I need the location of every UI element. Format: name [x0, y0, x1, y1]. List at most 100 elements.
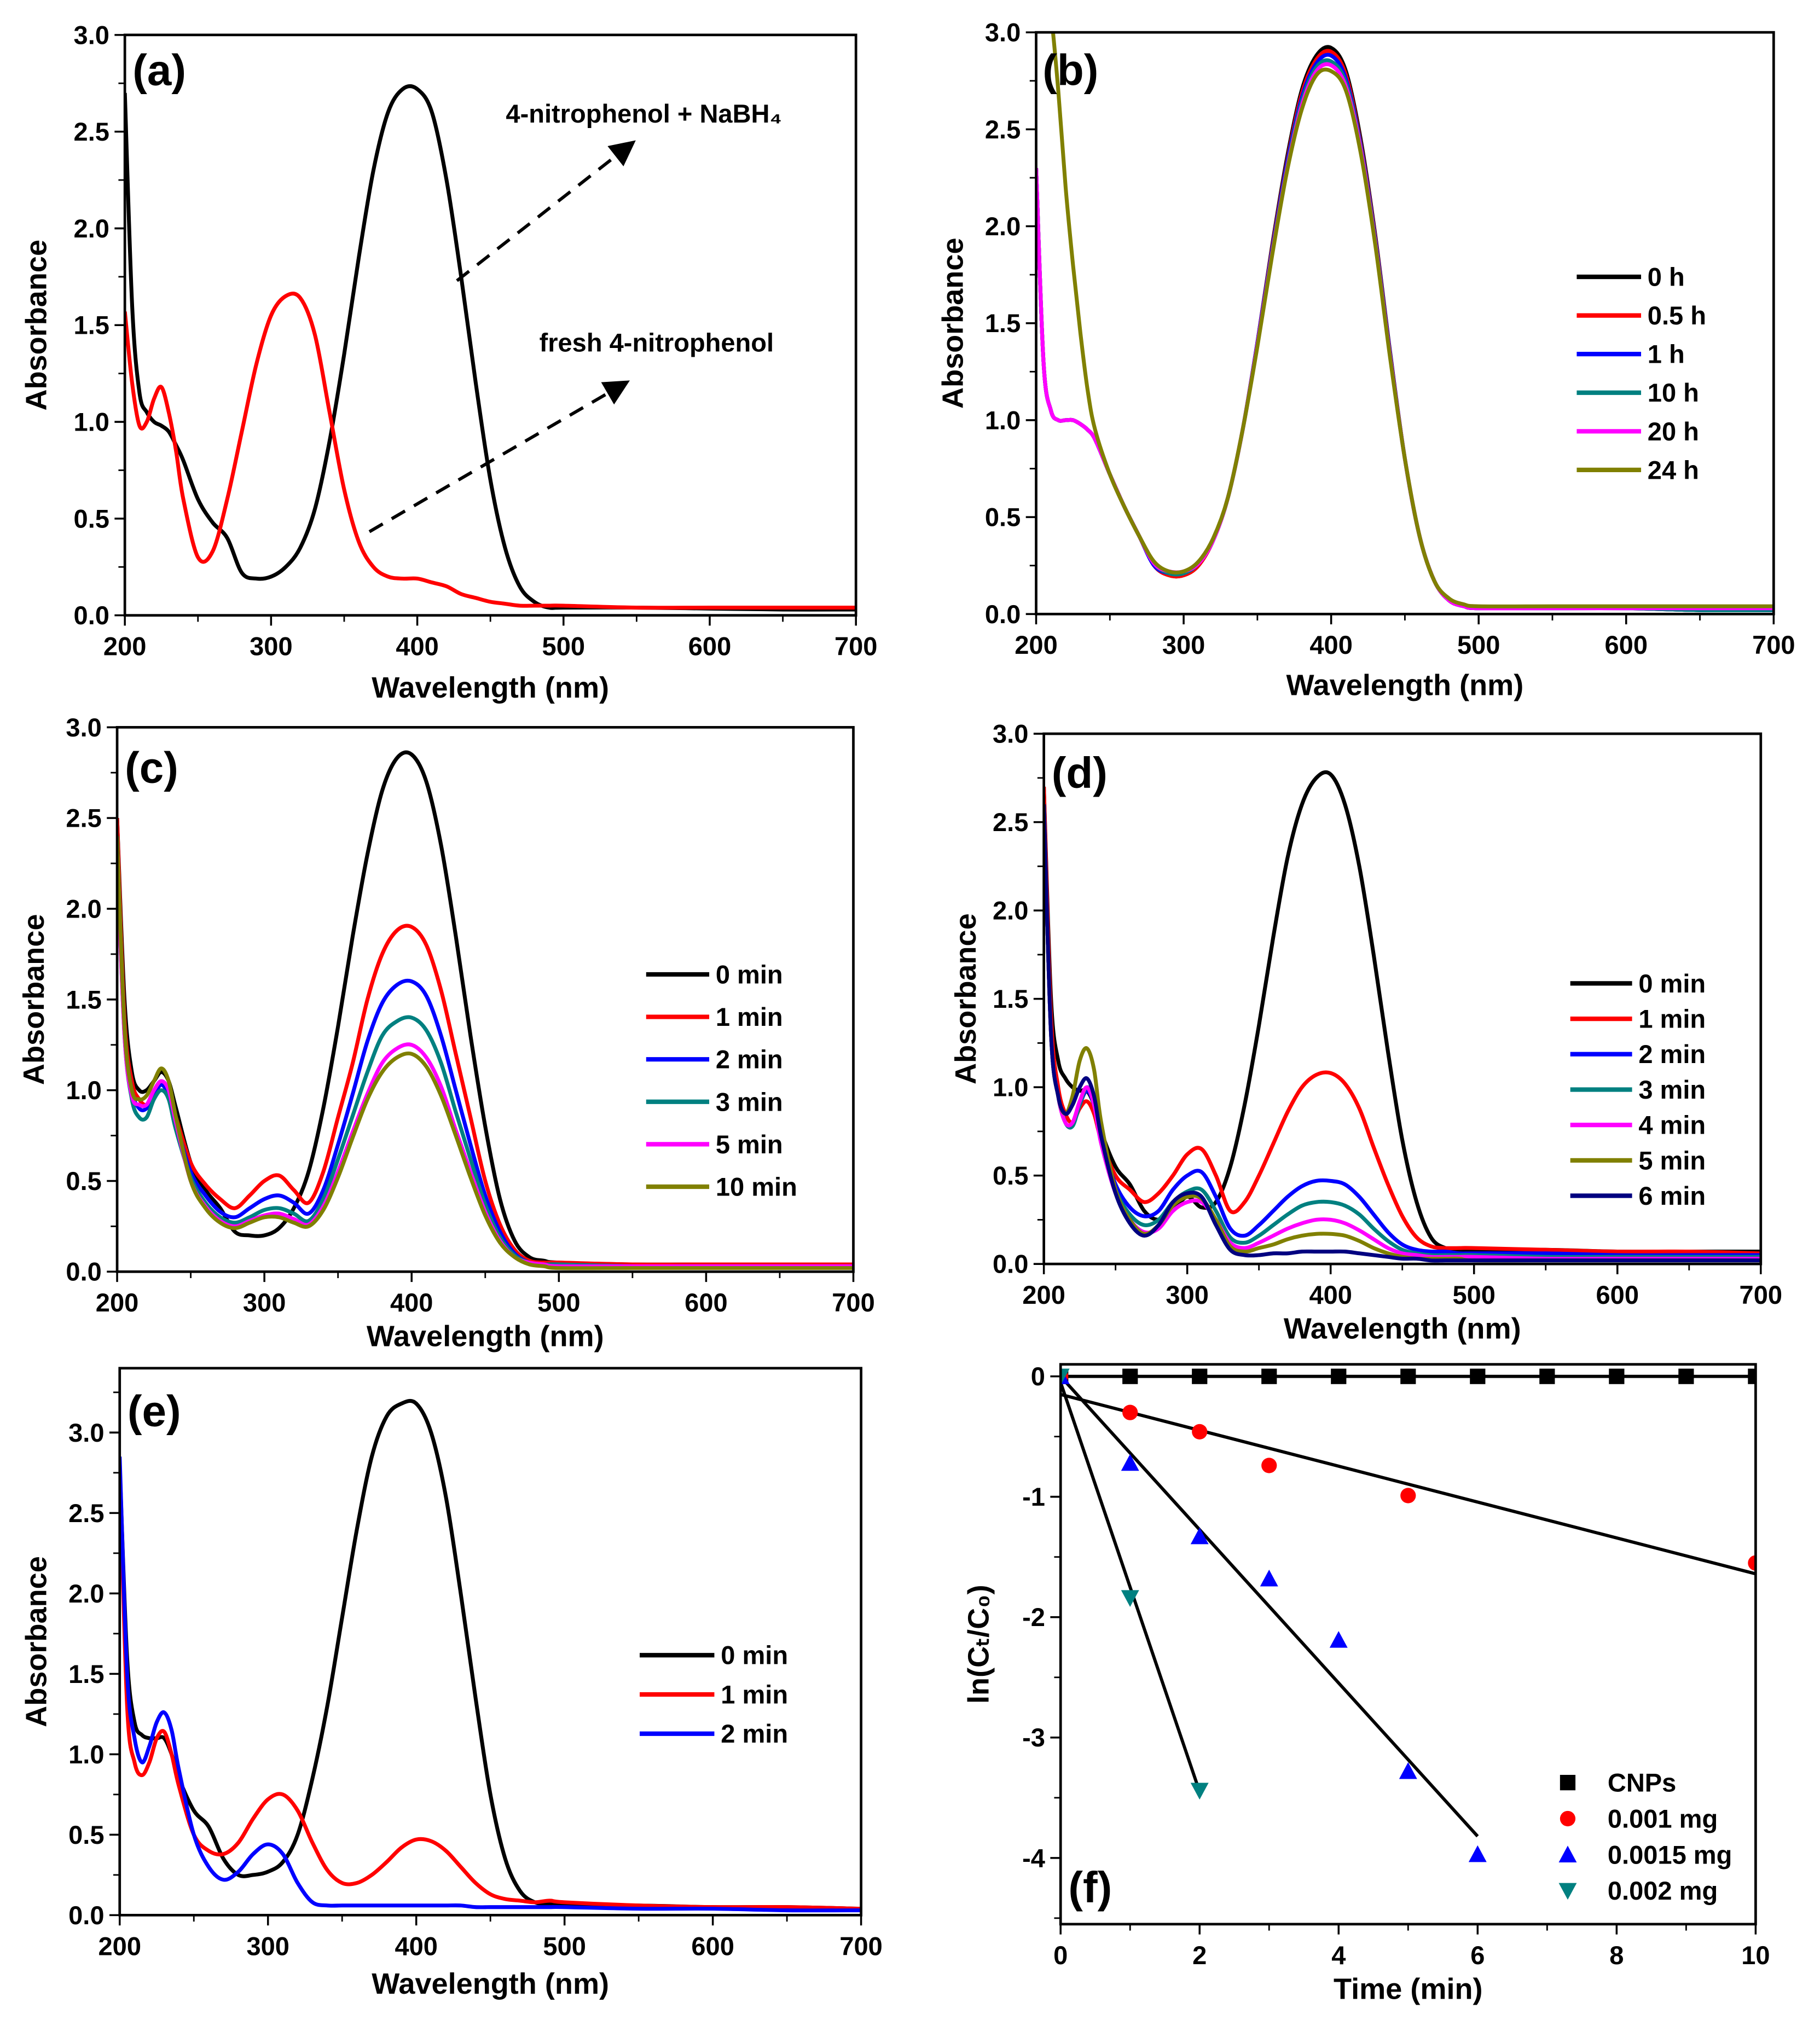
y-tick-label: 0.0 — [66, 1257, 101, 1286]
data-point-CNPs — [1122, 1368, 1138, 1384]
y-tick-label: 1.5 — [66, 985, 101, 1014]
fit-line-0-002-mg — [1060, 1381, 1202, 1792]
legend-label: 5 min — [1638, 1146, 1706, 1175]
panel-label: (f) — [1068, 1863, 1112, 1912]
legend-label: 0 min — [716, 960, 783, 989]
y-tick-label: 2.5 — [68, 1499, 104, 1528]
data-point-0-0015-mg — [1260, 1569, 1278, 1587]
x-tick-label: 200 — [98, 1931, 141, 1960]
data-point-CNPs — [1748, 1368, 1756, 1384]
legend: 0 min 1 min 2 min 3 min 4 min 5 min 6 min — [1570, 969, 1706, 1210]
y-tick-label: 2.5 — [66, 804, 101, 833]
legend-label: 0.002 mg — [1608, 1876, 1718, 1905]
legend-label: 10 h — [1648, 378, 1699, 407]
y-tick-label: 1.0 — [985, 405, 1021, 434]
data-point-0-0015-mg — [1121, 1454, 1139, 1471]
dashed-arrow-lower — [368, 380, 630, 533]
y-tick-label: -2 — [1022, 1603, 1045, 1632]
panel-label: (d) — [1052, 748, 1108, 797]
x-tick-label: 0 — [1053, 1941, 1068, 1970]
y-tick-label: 1.5 — [993, 984, 1028, 1013]
data-point-0-0015-mg — [1190, 1527, 1209, 1545]
panel-f: 0 2 4 6 8 10 0 -1 -2 -3 -4 Time (min) ln(Cₜ/C₀) (f) CN… — [962, 1362, 1770, 2005]
data-point-0-002-mg — [1060, 1368, 1070, 1386]
series-line-4-nitrophenol-NaBH4 — [125, 84, 856, 612]
data-point-CNPs — [1609, 1368, 1625, 1384]
y-tick-label: 2.0 — [74, 214, 109, 243]
panel-b: 200 300 400 500 600 700 0.0 0.5 1.0 1.5 2.0 2.5 3.0 W… — [936, 18, 1795, 702]
legend-label: CNPs — [1608, 1768, 1676, 1797]
dashed-arrow-upper — [456, 140, 636, 282]
x-axis-title: Wavelength (nm) — [372, 1967, 609, 2000]
annotation-fresh: fresh 4-nitrophenol — [540, 328, 774, 357]
data-point-0-001-mg — [1261, 1458, 1277, 1473]
panel-label: (b) — [1042, 46, 1098, 95]
data-point-0-001-mg — [1122, 1404, 1138, 1420]
y-tick-label: 1.0 — [74, 408, 109, 437]
legend-label: 24 h — [1648, 455, 1699, 484]
y-tick-label: 3.0 — [74, 20, 109, 49]
legend-label: 0 min — [721, 1641, 788, 1670]
y-axis-title: ln(Cₜ/C₀) — [962, 1584, 995, 1704]
y-tick-label: 3.0 — [993, 719, 1028, 748]
plot-frame — [1035, 31, 1775, 616]
panel-e: 200 300 400 500 600 700 0.0 0.5 1.0 1.5 2.0 2.5 3.0 W… — [20, 1367, 883, 2000]
series-line-24-h — [1051, 32, 1774, 608]
fit-line-0-0015-mg — [1060, 1375, 1479, 1838]
x-tick-label: 400 — [395, 1931, 437, 1960]
y-axis-title: Absorbance — [949, 913, 982, 1084]
y-tick-label: -3 — [1022, 1723, 1045, 1752]
plot-frame — [1042, 732, 1763, 1265]
x-tick-label: 500 — [543, 1931, 586, 1960]
panel-label: (e) — [127, 1387, 181, 1436]
legend: 0 h 0.5 h 1 h 10 h 20 h 24 h — [1576, 263, 1706, 484]
series-line-6-min — [1044, 804, 1761, 1263]
y-tick-label: 1.0 — [68, 1740, 104, 1769]
x-tick-label: 400 — [390, 1288, 433, 1317]
y-tick-label: 1.5 — [74, 311, 109, 340]
legend-label: 20 h — [1648, 417, 1699, 446]
y-tick-label: 2.0 — [66, 894, 101, 923]
x-tick-label: 600 — [1605, 630, 1648, 659]
legend-label: 0 min — [1638, 969, 1706, 998]
y-axis-title: Absorbance — [936, 237, 969, 409]
x-tick-label: 400 — [396, 632, 438, 661]
series-line-10-min — [117, 836, 854, 1270]
x-tick-label: 10 — [1741, 1941, 1770, 1970]
data-point-CNPs — [1400, 1368, 1416, 1384]
legend-label: 0.001 mg — [1608, 1804, 1718, 1833]
y-tick-label: -4 — [1022, 1843, 1045, 1872]
x-tick-label: 300 — [246, 1931, 289, 1960]
y-tick-label: 0.5 — [985, 503, 1021, 532]
plot-area — [119, 1398, 861, 1913]
series-line-2-min — [119, 1456, 861, 1913]
y-tick-label: 0.5 — [74, 504, 109, 533]
y-axis-title: Absorbance — [20, 1556, 53, 1727]
x-tick-label: 200 — [1015, 630, 1057, 659]
data-point-0-0015-mg — [1329, 1631, 1348, 1648]
x-axis-title: Time (min) — [1334, 1972, 1483, 2005]
x-tick-label: 300 — [250, 632, 292, 661]
y-axis-title: Absorbance — [18, 914, 50, 1085]
data-point-CNPs — [1678, 1368, 1694, 1384]
x-tick-label: 200 — [96, 1288, 138, 1317]
x-tick-label: 300 — [1162, 630, 1205, 659]
data-point-CNPs — [1331, 1368, 1347, 1384]
y-tick-label: 2.0 — [993, 896, 1028, 925]
y-tick-label: 0.0 — [993, 1250, 1028, 1279]
series-line-1-min — [119, 1465, 861, 1911]
data-point-CNPs — [1192, 1368, 1208, 1384]
plot-frame — [118, 1367, 862, 1917]
legend-label: 6 min — [1638, 1181, 1706, 1210]
x-tick-label: 200 — [1022, 1280, 1065, 1309]
x-tick-label: 500 — [537, 1288, 580, 1317]
y-tick-label: 0.5 — [68, 1820, 104, 1849]
data-point-0-0015-mg — [1468, 1845, 1487, 1862]
y-tick-label: 0.5 — [993, 1161, 1028, 1190]
legend-marker — [1560, 1810, 1576, 1827]
panel-d: 200 300 400 500 600 700 0.0 0.5 1.0 1.5 2.0 2.5 3.0 W… — [949, 719, 1782, 1345]
x-tick-label: 2 — [1192, 1941, 1207, 1970]
legend-label: 0.5 h — [1648, 301, 1706, 330]
series-line-10-h — [1036, 58, 1774, 613]
